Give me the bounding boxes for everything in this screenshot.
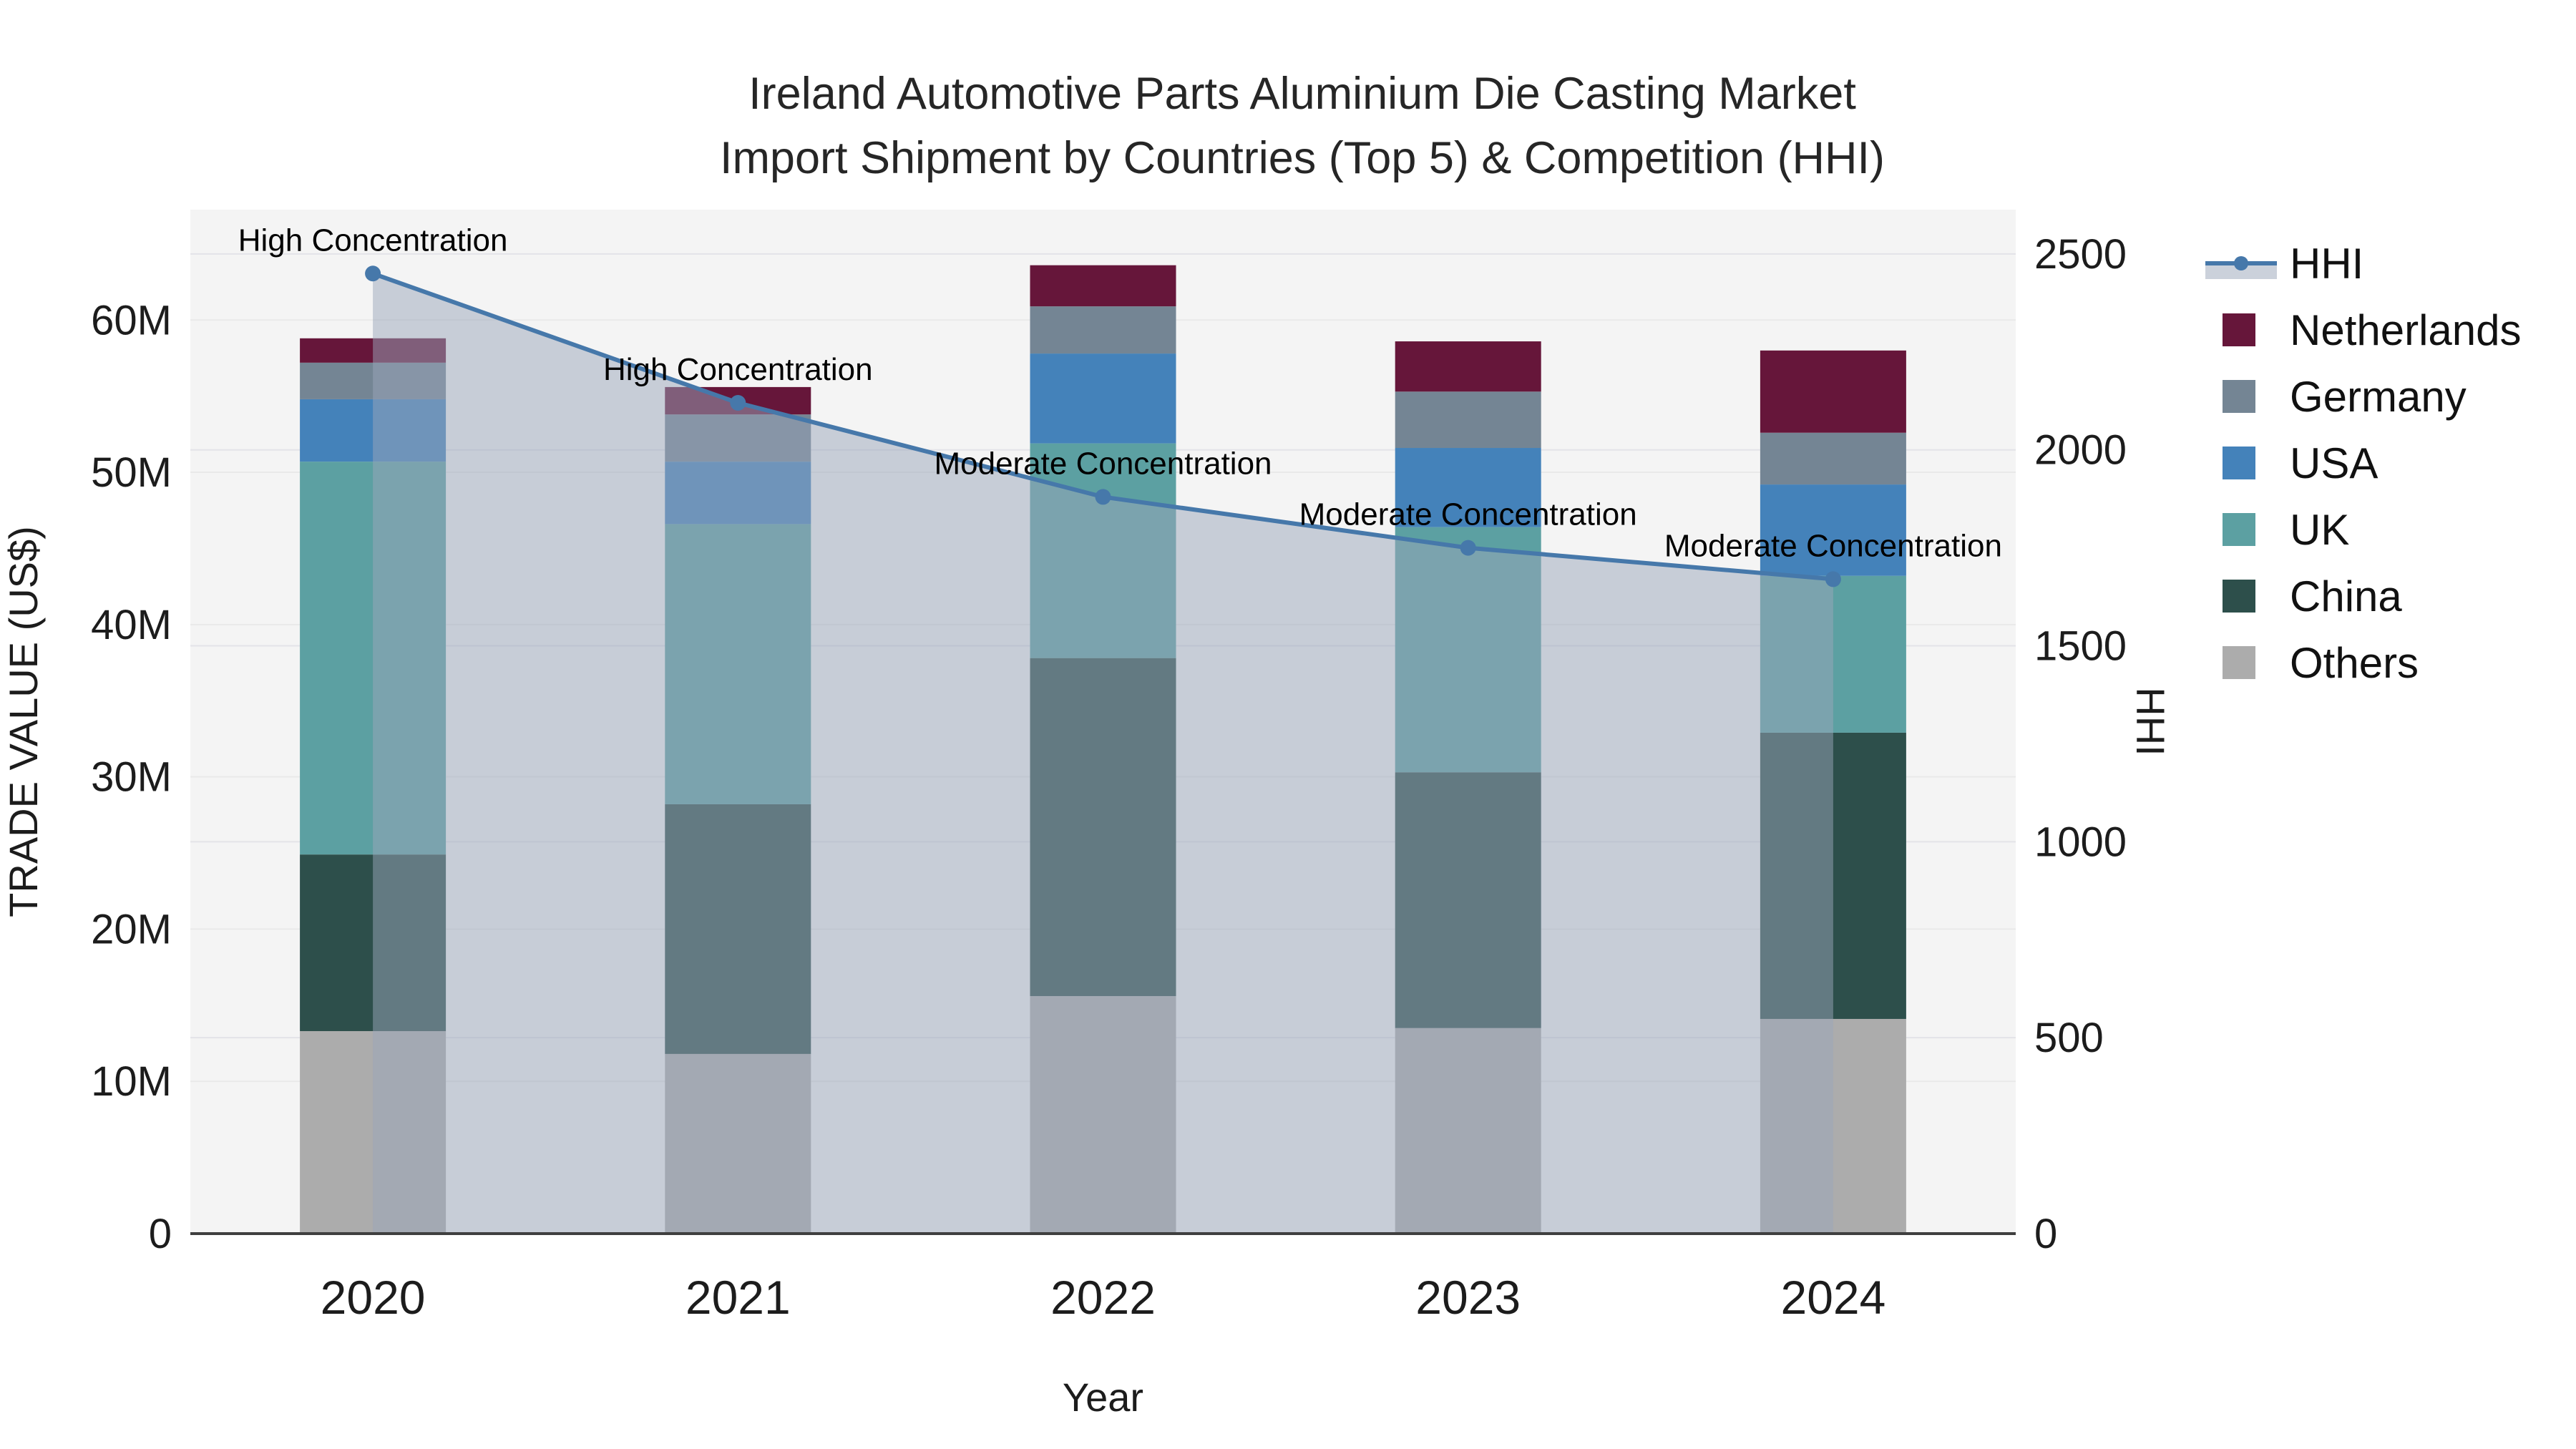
y-left-tick-50M: 50M: [91, 449, 172, 496]
y-left-tick-10M: 10M: [91, 1058, 172, 1105]
y-right-tick-2000: 2000: [2034, 427, 2127, 474]
x-tick-2023: 2023: [1415, 1271, 1521, 1324]
legend-item-netherlands[interactable]: Netherlands: [2223, 306, 2522, 354]
y-right-tick-2500: 2500: [2034, 231, 2127, 278]
page-title-line1: Ireland Automotive Parts Aluminium Die C…: [748, 69, 1856, 119]
y-left-tick-40M: 40M: [91, 602, 172, 648]
bar-segment-usa-2023[interactable]: [1395, 448, 1541, 527]
annotation-2023: Moderate Concentration: [1299, 497, 1637, 532]
bar-segment-usa-2024[interactable]: [1760, 484, 1906, 576]
legend-swatch-uk: [2223, 513, 2255, 546]
x-tick-2022: 2022: [1050, 1271, 1156, 1324]
annotation-2020: High Concentration: [238, 223, 508, 258]
y-right-tick-500: 500: [2034, 1015, 2104, 1061]
legend-label-uk: UK: [2290, 506, 2349, 554]
bar-segment-germany-2023[interactable]: [1395, 391, 1541, 449]
hhi-marker-2024[interactable]: [1825, 571, 1841, 587]
y-right-axis-title: HHI: [2128, 687, 2173, 756]
legend-swatch-usa: [2223, 447, 2255, 479]
legend-swatch-germany: [2223, 380, 2255, 413]
legend-label-others: Others: [2290, 639, 2419, 687]
bar-segment-netherlands-2024[interactable]: [1760, 350, 1906, 433]
y-left-axis-title: TRADE VALUE (US$): [1, 526, 46, 917]
x-tick-2021: 2021: [686, 1271, 791, 1324]
hhi-marker-2023[interactable]: [1460, 540, 1476, 556]
legend-swatch-netherlands: [2223, 313, 2255, 346]
legend-label-hhi: HHI: [2290, 240, 2363, 288]
legend-label-china: China: [2290, 572, 2402, 620]
legend-item-germany[interactable]: Germany: [2223, 373, 2467, 421]
bar-segment-netherlands-2023[interactable]: [1395, 341, 1541, 392]
annotation-2022: Moderate Concentration: [934, 446, 1272, 481]
x-axis-title: Year: [1063, 1375, 1143, 1420]
bar-segment-usa-2022[interactable]: [1030, 353, 1176, 444]
legend: HHI Netherlands Germany USA UK China Others: [2205, 240, 2522, 687]
hhi-marker-2020[interactable]: [365, 265, 381, 282]
x-tick-2024: 2024: [1780, 1271, 1885, 1324]
legend-label-germany: Germany: [2290, 373, 2467, 421]
legend-item-china[interactable]: China: [2223, 572, 2402, 620]
legend-label-netherlands: Netherlands: [2290, 306, 2522, 354]
annotation-2024: Moderate Concentration: [1664, 528, 2002, 563]
bar-segment-germany-2024[interactable]: [1760, 432, 1906, 485]
y-right-tick-1000: 1000: [2034, 819, 2127, 865]
y-right-tick-1500: 1500: [2034, 623, 2127, 670]
legend-item-usa[interactable]: USA: [2223, 439, 2378, 487]
hhi-marker-2022[interactable]: [1095, 489, 1111, 505]
x-tick-2020: 2020: [321, 1271, 426, 1324]
y-left-tick-60M: 60M: [91, 297, 172, 343]
hhi-marker-2021[interactable]: [730, 394, 746, 411]
page-title-line2: Import Shipment by Countries (Top 5) & C…: [720, 133, 1885, 183]
bar-segment-germany-2022[interactable]: [1030, 306, 1176, 354]
annotation-2021: High Concentration: [603, 352, 873, 387]
bar-segment-netherlands-2022[interactable]: [1030, 265, 1176, 307]
y-left-tick-20M: 20M: [91, 906, 172, 952]
legend-swatch-others: [2223, 646, 2255, 679]
hhi-area-fill: [373, 273, 1833, 1234]
legend-label-usa: USA: [2290, 439, 2378, 487]
y-left-tick-0: 0: [149, 1211, 172, 1257]
y-right-tick-0: 0: [2034, 1211, 2057, 1257]
y-left-tick-30M: 30M: [91, 754, 172, 801]
legend-hhi-marker: [2234, 256, 2248, 270]
legend-item-uk[interactable]: UK: [2223, 506, 2349, 554]
legend-item-others[interactable]: Others: [2223, 639, 2419, 687]
legend-item-hhi[interactable]: HHI: [2205, 240, 2363, 288]
legend-swatch-china: [2223, 580, 2255, 613]
